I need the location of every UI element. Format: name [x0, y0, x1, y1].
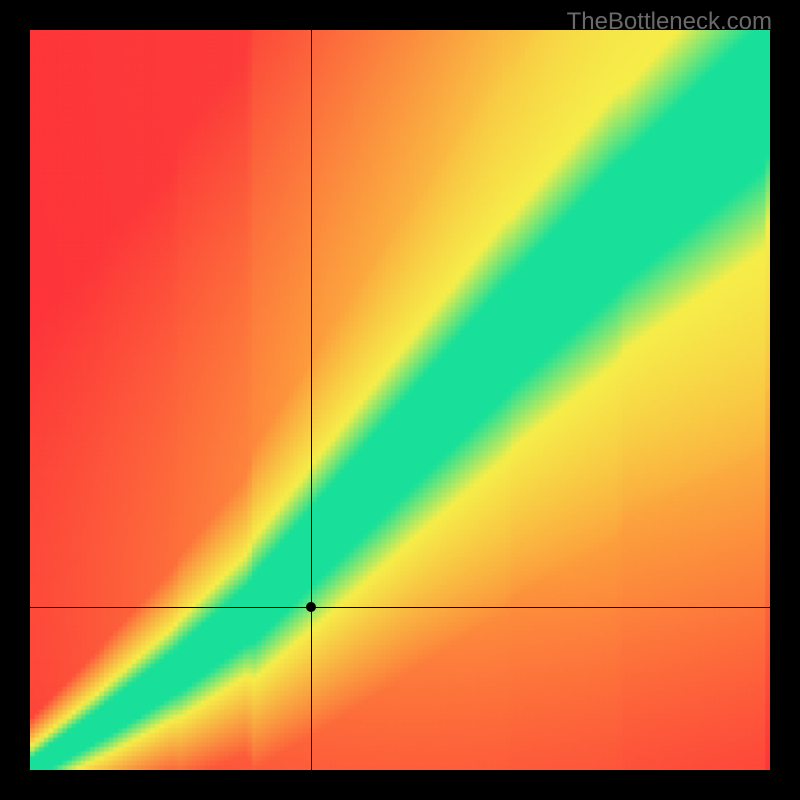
- heatmap-plot: [30, 30, 770, 770]
- heatmap-canvas: [30, 30, 770, 770]
- watermark-text: TheBottleneck.com: [567, 8, 772, 36]
